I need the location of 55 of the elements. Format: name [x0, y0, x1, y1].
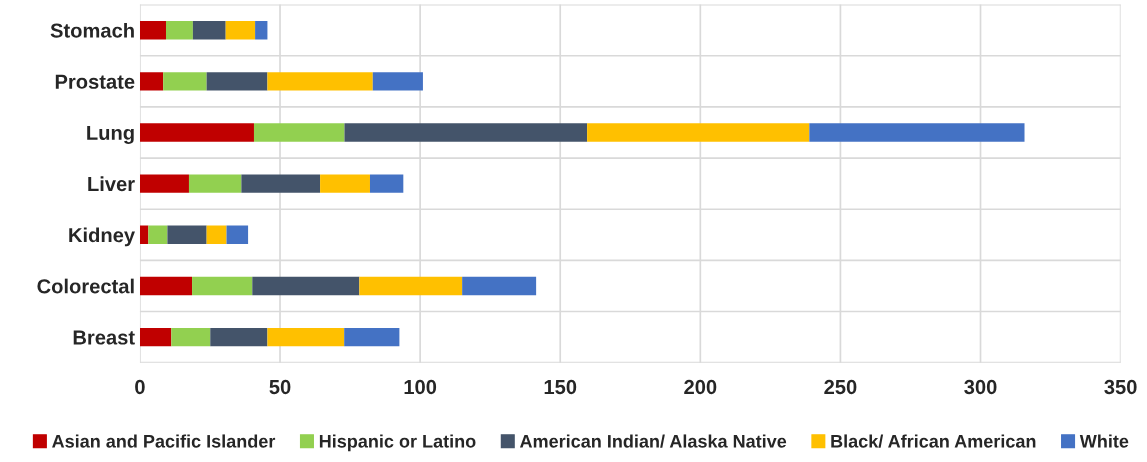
y-tick-label: Breast [73, 330, 135, 345]
x-tick-label: 300 [964, 379, 997, 395]
x-tick-label: 150 [544, 379, 577, 395]
bar [267, 72, 373, 91]
bar [206, 72, 268, 91]
y-tick-label: Liver [88, 176, 135, 192]
bar [139, 72, 164, 91]
legend-label: Black/ African American [831, 434, 1036, 448]
bar [139, 225, 149, 244]
bar [344, 123, 588, 142]
y-tick-label: Prostate [55, 74, 135, 89]
bar [165, 20, 193, 40]
bar [253, 123, 345, 142]
bar [320, 174, 370, 193]
y-tick-label: Kidney [69, 227, 135, 247]
bar [255, 20, 268, 40]
x-tick-label: 350 [1104, 379, 1137, 395]
bar [225, 20, 256, 40]
bar [167, 225, 207, 244]
bar [139, 327, 172, 347]
x-tick-label: 200 [684, 379, 717, 395]
bar [344, 327, 400, 347]
bar [188, 174, 242, 193]
bar [359, 276, 463, 296]
bar [210, 327, 268, 347]
bar [192, 276, 253, 296]
x-tick-label: 0 [135, 379, 145, 395]
legend-label: White [1079, 434, 1129, 448]
bar [252, 276, 360, 296]
bar [226, 225, 249, 244]
bar [139, 276, 193, 296]
bar [139, 174, 189, 193]
y-tick-label: Colorectal [37, 278, 134, 294]
bar [369, 174, 404, 193]
bar [241, 174, 321, 193]
x-tick-label: 250 [824, 379, 857, 395]
legend-label: American Indian/ Alaska Native [519, 434, 787, 448]
bar [267, 327, 345, 347]
bar [372, 72, 423, 91]
bar [139, 123, 254, 142]
bar [171, 327, 211, 347]
y-tick-label: Lung [87, 125, 134, 145]
legend-label: Hispanic or Latino [319, 434, 476, 452]
bar [587, 123, 810, 142]
bar [206, 225, 227, 244]
bar [148, 225, 168, 244]
bar [139, 20, 166, 40]
bar [462, 276, 537, 296]
bar [163, 72, 207, 91]
legend-label: Asian and Pacific Islander [52, 434, 276, 448]
x-tick-label: 100 [404, 379, 437, 395]
x-tick-label: 50 [269, 379, 291, 395]
y-tick-label: Stomach [50, 22, 134, 38]
bar [809, 123, 1025, 142]
bar [192, 20, 226, 40]
